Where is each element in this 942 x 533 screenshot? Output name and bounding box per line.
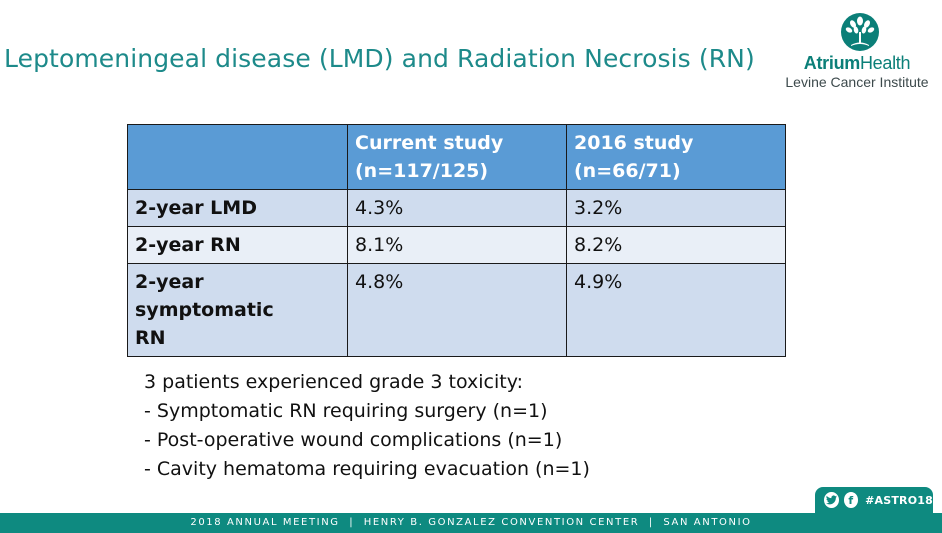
- table-row: 2-year symptomatic RN 4.8% 4.9%: [127, 263, 786, 357]
- brand-name: AtriumHealth: [772, 53, 942, 74]
- results-table: Current study (n=117/125) 2016 study (n=…: [127, 124, 786, 357]
- row-label-symptomatic-rn: 2-year symptomatic RN: [127, 263, 348, 357]
- brand-name-regular: Health: [859, 53, 911, 73]
- header-current-line-2: (n=117/125): [355, 160, 489, 182]
- toxicity-notes: 3 patients experienced grade 3 toxicity:…: [144, 368, 590, 484]
- header-2016-line-2: (n=66/71): [574, 160, 681, 182]
- facebook-icon[interactable]: f: [843, 492, 859, 508]
- cell-symptomatic-rn-2016: 4.9%: [566, 263, 786, 357]
- row-label-rn: 2-year RN: [127, 226, 348, 264]
- slide-title: Leptomeningeal disease (LMD) and Radiati…: [4, 44, 755, 73]
- brand-name-bold: Atrium: [803, 53, 861, 73]
- cell-lmd-2016: 3.2%: [566, 189, 786, 227]
- row-label-symptomatic-line-1: 2-year symptomatic: [135, 271, 274, 321]
- tree-of-life-icon: [841, 13, 879, 51]
- table-row: 2-year LMD 4.3% 3.2%: [127, 189, 786, 227]
- cell-rn-2016: 8.2%: [566, 226, 786, 264]
- cell-rn-current: 8.1%: [347, 226, 567, 264]
- cell-lmd-current: 4.3%: [347, 189, 567, 227]
- hashtag-label: #ASTRO18: [865, 493, 933, 507]
- conference-footer-bar: 2018 ANNUAL MEETING | HENRY B. GONZALEZ …: [0, 513, 942, 533]
- header-2016-line-1: 2016 study: [574, 132, 694, 154]
- row-label-symptomatic-line-2: RN: [135, 327, 166, 349]
- row-label-lmd: 2-year LMD: [127, 189, 348, 227]
- notes-line: - Post-operative wound complications (n=…: [144, 429, 563, 451]
- header-cell-current-study: Current study (n=117/125): [347, 124, 567, 190]
- atrium-health-logo: AtriumHealth Levine Cancer Institute: [772, 12, 942, 92]
- twitter-icon[interactable]: [824, 492, 839, 508]
- table-row: 2-year RN 8.1% 8.2%: [127, 226, 786, 264]
- header-current-line-1: Current study: [355, 132, 504, 154]
- table-header-row: Current study (n=117/125) 2016 study (n=…: [127, 124, 786, 190]
- notes-line: 3 patients experienced grade 3 toxicity:: [144, 371, 523, 393]
- notes-line: - Symptomatic RN requiring surgery (n=1): [144, 400, 548, 422]
- header-cell-2016-study: 2016 study (n=66/71): [566, 124, 786, 190]
- social-hashtag-tab: f #ASTRO18: [815, 487, 933, 513]
- notes-line: - Cavity hematoma requiring evacuation (…: [144, 458, 590, 480]
- cell-symptomatic-rn-current: 4.8%: [347, 263, 567, 357]
- header-cell-empty: [127, 124, 348, 190]
- brand-subtitle: Levine Cancer Institute: [785, 74, 929, 90]
